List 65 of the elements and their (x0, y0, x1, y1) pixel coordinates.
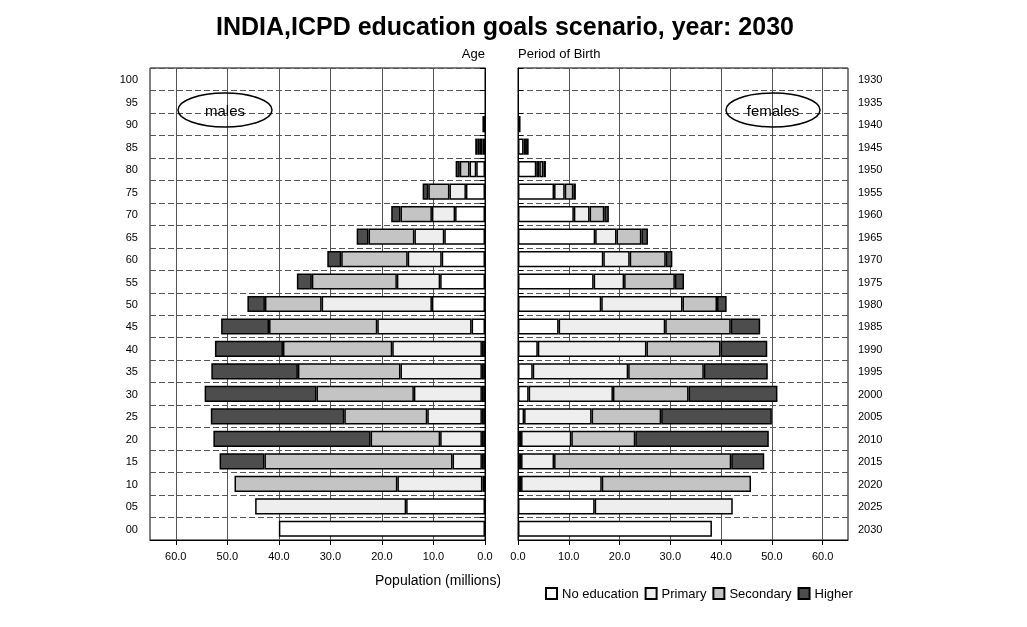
y-tick-label: 1990 (858, 342, 883, 355)
y-tick-label: 40 (125, 342, 138, 355)
legend-label: No education (562, 586, 639, 601)
y-tick-label: 45 (125, 320, 138, 333)
y-tick-label: 1970 (858, 253, 883, 266)
x-axis-title: Population (millions) (375, 572, 502, 588)
y-tick-label: 10 (125, 477, 138, 490)
y-tick-label: 2025 (858, 500, 883, 513)
x-tick-label: 40.0 (268, 549, 290, 562)
y-tick-label: 30 (125, 387, 138, 400)
y-tick-label: 2005 (858, 410, 883, 423)
x-tick-label: 20.0 (371, 549, 393, 562)
x-tick-label: 60.0 (165, 549, 187, 562)
x-tick-label: 50.0 (761, 549, 783, 562)
y-tick-label: 1955 (858, 185, 883, 198)
y-tick-label: 35 (125, 365, 138, 378)
y-tick-label: 1985 (858, 320, 883, 333)
y-tick-label: 1935 (858, 95, 883, 108)
y-tick-label: 1995 (858, 365, 883, 378)
y-tick-label: 2030 (858, 522, 883, 535)
y-axis-title: Age (461, 46, 485, 61)
y-tick-label: 1930 (858, 73, 883, 86)
y-tick-label: 90 (125, 118, 138, 131)
y-tick-label: 55 (125, 275, 138, 288)
y-tick-label: 1945 (858, 140, 883, 153)
y-tick-label: 00 (125, 522, 138, 535)
y-tick-label: 75 (125, 185, 138, 198)
y-tick-label: 1940 (858, 118, 883, 131)
chart-title: INDIA,ICPD education goals scenario, year: 2030 (215, 12, 795, 41)
y-tick-label: 1965 (858, 230, 883, 243)
y-tick-label: 1980 (858, 298, 883, 310)
x-tick-label: 20.0 (608, 549, 631, 562)
y-tick-label: 1950 (858, 163, 883, 176)
x-tick-label: 30.0 (319, 549, 342, 562)
y-tick-label: 05 (125, 500, 138, 513)
bar (539, 161, 544, 178)
x-tick-label: 0.0 (477, 549, 493, 562)
y-tick-label: 80 (125, 163, 138, 176)
x-tick-label: 60.0 (811, 549, 834, 562)
y-tick-label: 70 (125, 208, 138, 221)
y-tick-label: 100 (119, 73, 138, 86)
y-tick-label: 95 (125, 95, 138, 108)
x-tick-label: 10.0 (422, 549, 445, 562)
y-axis-title: Period of Birth (518, 46, 601, 61)
y-tick-label: 1960 (858, 208, 883, 221)
y-tick-label: 65 (125, 230, 138, 243)
x-tick-label: 0.0 (510, 549, 526, 562)
y-tick-label: 1975 (858, 275, 883, 288)
x-tick-label: 50.0 (216, 549, 239, 562)
x-tick-label: 30.0 (659, 549, 682, 562)
legend-label: Primary (661, 586, 707, 601)
y-tick-label: 20 (125, 432, 138, 445)
x-tick-label: 10.0 (558, 549, 580, 562)
x-tick-label: 40.0 (710, 549, 732, 562)
y-tick-label: 2000 (858, 387, 883, 400)
y-tick-label: 25 (125, 410, 138, 423)
y-tick-label: 2015 (858, 455, 883, 468)
y-tick-label: 50 (125, 298, 138, 310)
y-tick-label: 15 (125, 455, 138, 468)
y-tick-label: 2010 (858, 432, 883, 445)
y-tick-label: 85 (125, 140, 138, 153)
y-tick-label: 60 (125, 253, 138, 266)
legend-label: Higher (814, 586, 854, 601)
y-tick-label: 2020 (858, 477, 883, 490)
legend-label: Secondary (729, 586, 793, 601)
